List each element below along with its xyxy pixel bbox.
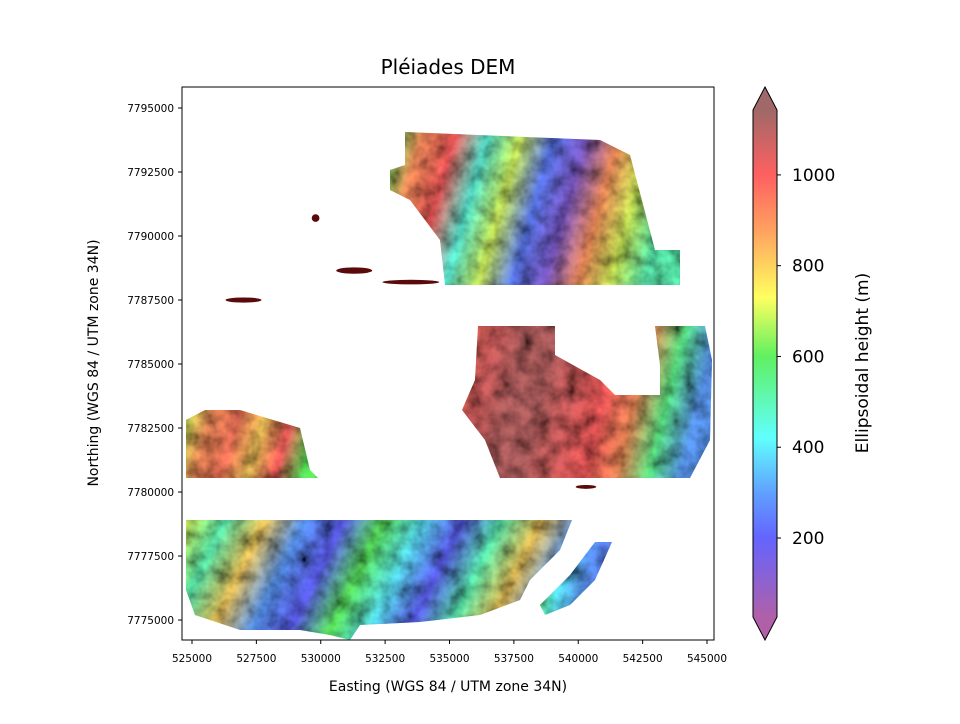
colorbar-outline: [752, 85, 778, 642]
y-axis: 7775000 7777500 7780000 7782500 7785000 77875…: [127, 103, 182, 627]
y-tick-label: 7785000: [127, 359, 174, 371]
x-tick-label: 525000: [172, 653, 212, 665]
colorbar: 200 400 600 800 1000: [752, 85, 835, 642]
y-tick-label: 7780000: [127, 487, 174, 499]
y-axis-label: Northing (WGS 84 / UTM zone 34N): [86, 239, 102, 486]
x-axis-label: Easting (WGS 84 / UTM zone 34N): [329, 679, 567, 695]
colorbar-label: Ellipsoidal height (m): [853, 273, 873, 453]
colorbar-extend-min: [753, 617, 777, 640]
colorbar-tick-label: 800: [792, 257, 824, 277]
x-tick-label: 530000: [301, 653, 341, 665]
x-tick-label: 535000: [429, 653, 469, 665]
colorbar-tick-label: 600: [792, 347, 824, 367]
x-tick-label: 527500: [236, 653, 276, 665]
y-tick-label: 7782500: [127, 423, 174, 435]
dem-artifact: [382, 279, 440, 285]
x-tick-label: 545000: [687, 653, 727, 665]
colorbar-extend-max: [753, 87, 777, 110]
dem-region-central-east-block: [462, 326, 712, 478]
axes-frame: [181, 86, 715, 641]
y-tick-label: 7787500: [127, 295, 174, 307]
x-tick-label: 542500: [623, 653, 663, 665]
colorbar-tick-label: 200: [792, 529, 824, 549]
x-axis: 525000 527500 530000 532500 535000 537500 5400…: [172, 640, 727, 665]
dem-artifact: [336, 267, 373, 274]
dem-region-west-block: [186, 410, 318, 478]
y-tick-label: 7795000: [127, 103, 174, 115]
plot-area: [186, 132, 712, 640]
chart-title: Pléiades DEM: [381, 55, 516, 79]
x-tick-label: 537500: [494, 653, 534, 665]
y-tick-label: 7790000: [127, 231, 174, 243]
dem-artifact: [311, 214, 320, 222]
x-tick-label: 540000: [558, 653, 598, 665]
dem-artifact: [225, 297, 262, 303]
y-tick-label: 7775000: [127, 615, 174, 627]
y-tick-label: 7777500: [127, 551, 174, 563]
dem-region-south-block: [186, 520, 572, 640]
colorbar-tick-label: 400: [792, 438, 824, 458]
colorbar-tick-label: 1000: [792, 166, 835, 186]
x-tick-label: 532500: [365, 653, 405, 665]
dem-region-south-east-strip: [540, 542, 612, 615]
colorbar-gradient: [753, 110, 777, 617]
y-tick-label: 7792500: [127, 167, 174, 179]
dem-region-north-block: [390, 132, 680, 285]
dem-artifact: [575, 484, 597, 489]
